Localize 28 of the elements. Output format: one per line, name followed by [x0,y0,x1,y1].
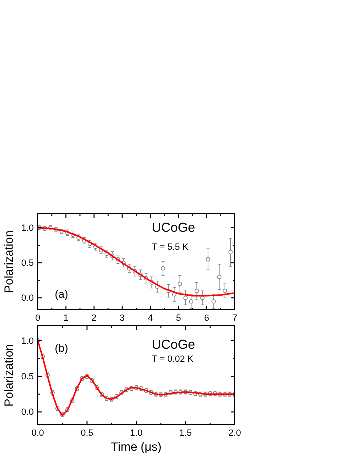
y-tick-label: 0.5 [21,372,34,382]
y-tick-label: 0.5 [21,258,34,268]
x-tick-label: 6 [204,313,210,323]
x-tick-label: 0 [35,313,41,323]
annotation: (b) [55,343,68,355]
x-tick-label: 3 [120,313,125,323]
y-tick-label: 1.0 [21,336,34,346]
y-tick-label: 1.0 [21,223,34,234]
x-tick-label: 2.0 [228,428,242,438]
y-axis-title: Polarization [2,344,16,407]
x-tick-label: 0.5 [80,428,94,438]
x-tick-label: 0.0 [32,428,44,438]
x-tick-label: 2 [92,313,97,323]
annotation: T = 0.02 K [152,354,194,364]
y-axis-title: Polarization [2,230,16,294]
y-tick-label: 0.0 [21,293,34,304]
x-tick-label: 1 [64,313,69,323]
annotation: T = 5.5 K [152,242,189,252]
annotation: UCoGe [152,337,196,352]
x-tick-label: 7 [232,313,238,323]
annotation: UCoGe [152,220,196,235]
y-tick-label: 0.0 [21,407,34,418]
x-axis-title: Time (μs) [111,440,162,454]
x-tick-label: 4 [148,313,154,323]
x-tick-label: 1.5 [179,428,192,438]
x-tick-label: 1.0 [130,428,143,438]
annotation: (a) [55,289,68,301]
x-tick-label: 5 [176,313,182,323]
